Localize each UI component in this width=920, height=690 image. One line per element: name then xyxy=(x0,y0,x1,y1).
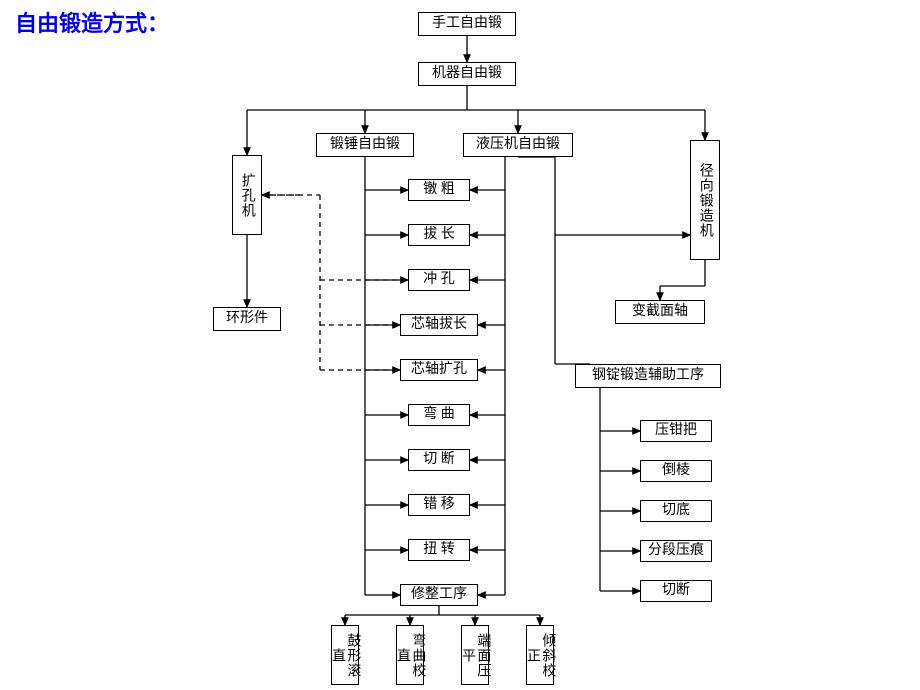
label: 液压机自由锻 xyxy=(476,137,560,152)
label: 弯 曲 xyxy=(423,407,455,422)
label: 分段压痕 xyxy=(648,543,704,558)
label: 芯轴扩孔 xyxy=(411,362,467,377)
label: 鼓形滚直 xyxy=(330,628,361,682)
label: 机器自由锻 xyxy=(432,66,502,81)
label: 芯轴拔长 xyxy=(411,317,467,332)
node-gu: 鼓形滚直 xyxy=(331,625,359,685)
node-radial: 径向锻造机 xyxy=(690,140,720,260)
node-manual: 手工自由锻 xyxy=(418,12,516,36)
label: 扭 转 xyxy=(423,542,455,557)
label: 径向锻造机 xyxy=(697,163,712,238)
label: 切断 xyxy=(662,583,690,598)
node-xinkuo: 芯轴扩孔 xyxy=(400,359,478,381)
node-qie: 切 断 xyxy=(408,449,470,471)
node-hammer: 锻锤自由锻 xyxy=(316,133,414,157)
node-aux: 钢锭锻造辅助工序 xyxy=(575,364,721,388)
label: 锻锤自由锻 xyxy=(330,137,400,152)
node-qing: 倾斜校正 xyxy=(526,625,554,685)
label: 切 断 xyxy=(423,452,455,467)
node-niu: 扭 转 xyxy=(408,539,470,561)
label: 镦 粗 xyxy=(423,182,455,197)
node-duanm: 端面压平 xyxy=(461,625,489,685)
label: 冲 孔 xyxy=(423,272,455,287)
node-ba: 拔 长 xyxy=(408,224,470,246)
node-dao: 倒棱 xyxy=(640,460,712,482)
page-title: 自由锻造方式： xyxy=(15,6,169,38)
label: 倾斜校正 xyxy=(525,628,556,682)
node-xinba: 芯轴拔长 xyxy=(400,314,478,336)
node-varshaft: 变截面轴 xyxy=(615,300,705,324)
label: 变截面轴 xyxy=(632,304,688,319)
label: 错 移 xyxy=(423,497,455,512)
label: 手工自由锻 xyxy=(432,16,502,31)
label: 倒棱 xyxy=(662,463,690,478)
label: 拔 长 xyxy=(423,227,455,242)
label: 环形件 xyxy=(226,311,268,326)
label: 压钳把 xyxy=(655,423,697,438)
node-fen: 分段压痕 xyxy=(640,540,712,562)
node-chong: 冲 孔 xyxy=(408,269,470,291)
label: 扩孔机 xyxy=(239,173,254,218)
node-wan: 弯 曲 xyxy=(408,404,470,426)
node-cuo: 错 移 xyxy=(408,494,470,516)
node-ya: 压钳把 xyxy=(640,420,712,442)
node-hydraulic: 液压机自由锻 xyxy=(463,133,573,157)
node-wanx: 弯曲校直 xyxy=(396,625,424,685)
node-ring: 环形件 xyxy=(213,307,281,331)
node-xiu: 修整工序 xyxy=(400,584,478,606)
node-duan: 镦 粗 xyxy=(408,179,470,201)
node-qie2: 切断 xyxy=(640,580,712,602)
label: 钢锭锻造辅助工序 xyxy=(592,368,704,383)
label: 切底 xyxy=(662,503,690,518)
label: 弯曲校直 xyxy=(395,628,426,682)
node-machine: 机器自由锻 xyxy=(418,62,516,86)
node-qied: 切底 xyxy=(640,500,712,522)
label: 端面压平 xyxy=(460,628,491,682)
node-reamer: 扩孔机 xyxy=(232,155,262,235)
label: 修整工序 xyxy=(411,587,467,602)
